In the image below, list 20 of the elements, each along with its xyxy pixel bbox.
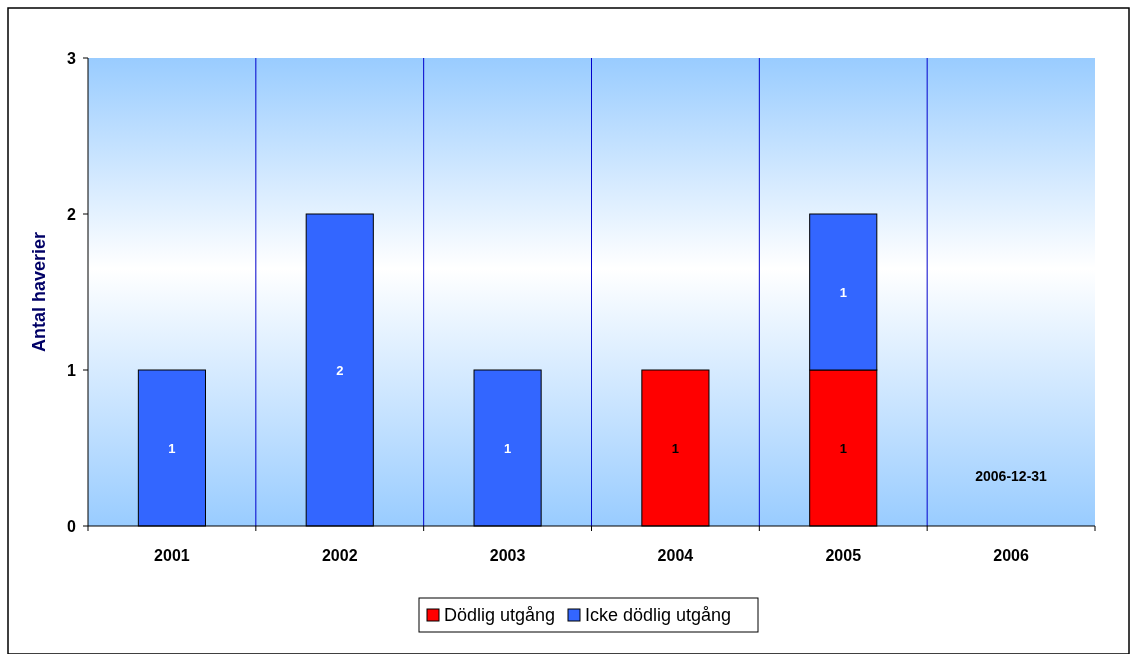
y-tick-label: 1 bbox=[67, 362, 77, 379]
data-label: 2 bbox=[336, 363, 344, 378]
annotation: 2006-12-31 bbox=[975, 468, 1048, 484]
data-label: 1 bbox=[839, 441, 847, 456]
x-tick-label: 2003 bbox=[489, 547, 526, 564]
legend-label: Dödlig utgång bbox=[444, 605, 556, 625]
x-tick-label: 2002 bbox=[321, 547, 358, 564]
data-label: 1 bbox=[168, 441, 176, 456]
y-tick-label: 3 bbox=[67, 50, 77, 67]
y-tick-label: 2 bbox=[67, 206, 77, 223]
legend-label: Icke dödlig utgång bbox=[585, 605, 732, 625]
data-label: 1 bbox=[671, 441, 680, 456]
x-tick-label: 2006 bbox=[993, 547, 1029, 564]
x-tick-label: 2001 bbox=[154, 547, 190, 564]
x-tick-label: 2004 bbox=[657, 547, 694, 564]
data-label: 1 bbox=[503, 441, 512, 456]
y-tick-label: 0 bbox=[67, 518, 77, 535]
data-label: 1 bbox=[839, 285, 847, 300]
y-axis-title: Antal haverier bbox=[29, 231, 49, 353]
x-tick-label: 2005 bbox=[825, 547, 862, 564]
